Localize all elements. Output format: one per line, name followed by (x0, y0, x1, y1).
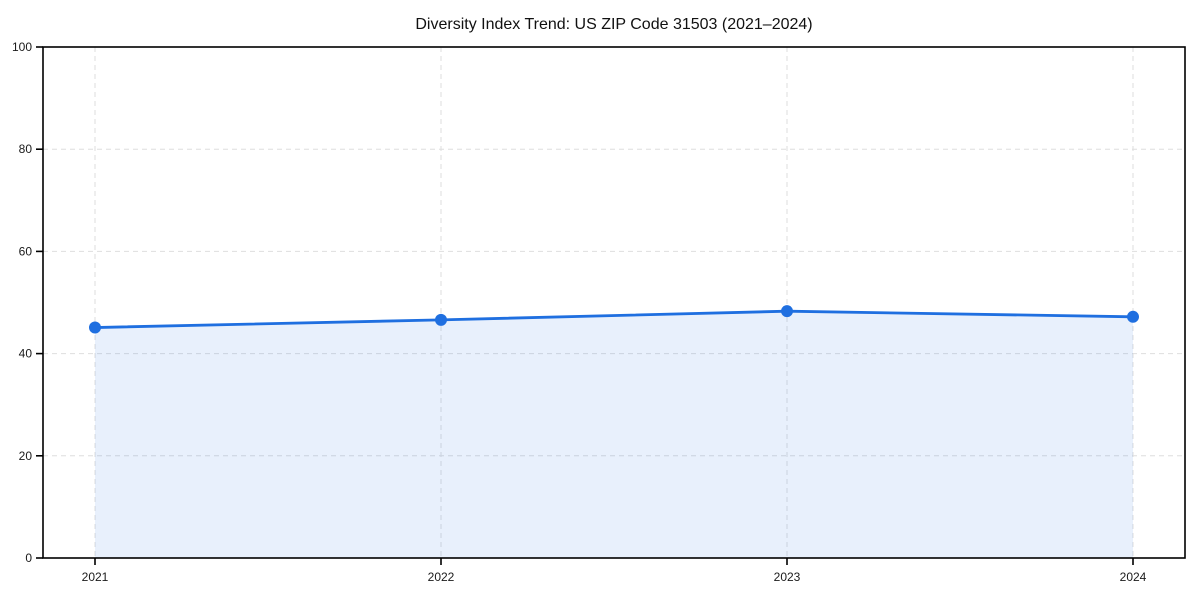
y-tick-label-40: 40 (19, 347, 33, 361)
y-tick-label-100: 100 (12, 40, 32, 54)
y-tick-label-60: 60 (19, 244, 33, 258)
area-fill-layer (95, 311, 1133, 558)
tick-label-layer: 0 20 40 60 80 100 2021 2022 2023 2024 (12, 40, 1147, 584)
plot-frame (42, 46, 1186, 559)
x-tick-label-2023: 2023 (774, 570, 801, 584)
y-tick-label-20: 20 (19, 449, 33, 463)
data-point-layer (89, 305, 1139, 334)
data-point-2021 (89, 321, 101, 334)
trend-line (93, 309, 1135, 329)
y-tick-label-0: 0 (25, 551, 32, 565)
y-tick-label-80: 80 (19, 142, 33, 156)
data-point-2024 (1127, 310, 1139, 323)
area-fill (95, 311, 1133, 558)
x-tick-label-2024: 2024 (1120, 570, 1147, 584)
data-point-2022 (435, 313, 447, 326)
axes-layer (36, 46, 1186, 565)
data-point-2023 (781, 305, 793, 318)
x-tick-label-2021: 2021 (82, 570, 109, 584)
x-tick-label-2022: 2022 (428, 570, 455, 584)
chart-title: Diversity Index Trend: US ZIP Code 31503… (415, 16, 812, 33)
trend-line-layer (93, 309, 1135, 329)
gridlines (43, 47, 1185, 558)
